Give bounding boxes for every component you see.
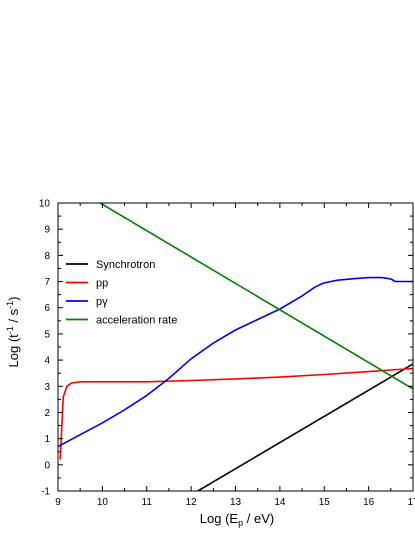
y-tick-label: 5 xyxy=(44,329,50,340)
x-tick-label: 14 xyxy=(274,497,286,508)
legend-label-0: Synchrotron xyxy=(96,259,155,271)
x-axis-title-main: Log (E xyxy=(200,511,239,526)
y-axis-title: Log (t-1 / s-1) xyxy=(5,297,21,368)
legend-label-3: acceleration rate xyxy=(96,315,177,327)
series-line-0 xyxy=(197,363,413,491)
y-tick-label: 0 xyxy=(44,460,50,471)
y-tick-label: 3 xyxy=(44,382,50,393)
x-tick-label: 16 xyxy=(363,497,375,508)
plot-frame xyxy=(57,202,414,492)
y-tick-label: 8 xyxy=(44,251,50,262)
legend-label-1: pp xyxy=(96,278,108,290)
legend: Synchrotron pp pγ acceleration rate xyxy=(66,259,177,327)
y-axis-title-sup2: -1 xyxy=(5,301,15,309)
x-axis-title: Log (Ep / eV) xyxy=(200,511,274,528)
y-tick-label: 6 xyxy=(44,303,50,314)
legend-label-2: pγ xyxy=(96,296,108,308)
y-tick-label: 4 xyxy=(44,356,50,367)
x-tick-label: 15 xyxy=(319,497,331,508)
x-tick-label: 17 xyxy=(407,497,415,508)
y-axis-title-mid: / s xyxy=(6,308,21,326)
y-tick-label: -1 xyxy=(41,487,50,498)
series-line-3 xyxy=(99,203,413,390)
x-tick-label: 11 xyxy=(142,497,153,508)
y-tick-label: 10 xyxy=(39,199,51,210)
x-tick-label: 12 xyxy=(186,497,198,508)
y-axis-title-main: Log (t xyxy=(6,334,21,368)
y-tick-label: 1 xyxy=(44,434,50,445)
series-line-2 xyxy=(58,276,413,448)
x-tick-label: 13 xyxy=(230,497,242,508)
x-axis-title-sub: p xyxy=(238,518,243,528)
series-layer xyxy=(58,203,413,491)
x-tick-label: 10 xyxy=(97,497,109,508)
y-axis-title-tail: ) xyxy=(6,297,21,301)
y-tick-label: 9 xyxy=(44,225,50,236)
x-axis-title-tail: / eV) xyxy=(243,511,274,526)
y-tick-label: 2 xyxy=(44,408,50,419)
series-line-1 xyxy=(59,367,413,460)
y-tick-label: 7 xyxy=(44,277,50,288)
x-tick-label: 9 xyxy=(55,497,61,508)
y-axis-title-sup: -1 xyxy=(5,326,15,334)
